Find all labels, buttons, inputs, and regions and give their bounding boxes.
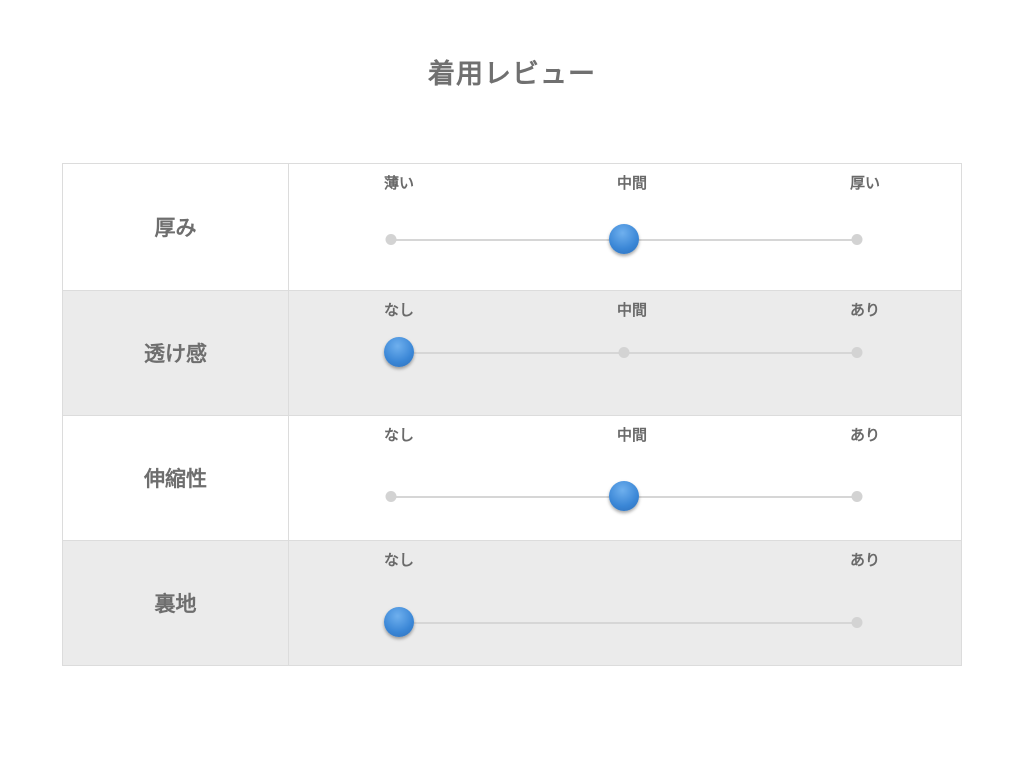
scale-label: なし <box>383 551 415 569</box>
scale-label: 中間 <box>616 426 648 444</box>
slider-knob[interactable] <box>384 607 414 637</box>
row-label: 裏地 <box>63 541 289 665</box>
review-row: 厚み 薄い 中間 厚い <box>63 164 961 290</box>
slider-track[interactable] <box>384 337 863 367</box>
row-label: 伸縮性 <box>63 416 289 540</box>
scale-label: 中間 <box>616 301 648 319</box>
row-label: 透け感 <box>63 291 289 415</box>
review-row: 透け感 なし 中間 あり <box>63 290 961 415</box>
page-title: 着用レビュー <box>428 59 596 90</box>
slider-track[interactable] <box>385 224 863 254</box>
slider-cell: なし あり <box>288 541 961 665</box>
slider-track[interactable] <box>385 481 863 511</box>
slider-knob[interactable] <box>384 337 414 367</box>
scale-label: 薄い <box>383 174 415 192</box>
slider-cell: なし 中間 あり <box>288 291 961 415</box>
scale-label: なし <box>383 426 415 444</box>
scale-label: 中間 <box>616 174 648 192</box>
review-row: 伸縮性 なし 中間 あり <box>63 415 961 540</box>
slider-knob[interactable] <box>609 481 639 511</box>
scale-label: あり <box>849 551 881 569</box>
scale-dot <box>851 491 863 502</box>
scale-dot <box>618 347 630 358</box>
scale-label: 厚い <box>849 174 881 192</box>
scale-label: なし <box>383 301 415 319</box>
scale-dot <box>851 347 863 358</box>
slider-track[interactable] <box>384 607 863 637</box>
row-label: 厚み <box>63 164 289 290</box>
scale-label: あり <box>849 301 881 319</box>
review-table: 厚み 薄い 中間 厚い 透け感 なし 中間 あり 伸縮性 なし 中間 あり 裏地 なし あり <box>62 163 962 666</box>
scale-dot <box>851 234 863 245</box>
slider-cell: なし 中間 あり <box>288 416 961 540</box>
slider-cell: 薄い 中間 厚い <box>288 164 961 290</box>
review-row: 裏地 なし あり <box>63 540 961 665</box>
scale-dot <box>385 491 397 502</box>
scale-dot <box>851 617 863 628</box>
scale-dot <box>385 234 397 245</box>
slider-knob[interactable] <box>609 224 639 254</box>
scale-label: あり <box>849 426 881 444</box>
